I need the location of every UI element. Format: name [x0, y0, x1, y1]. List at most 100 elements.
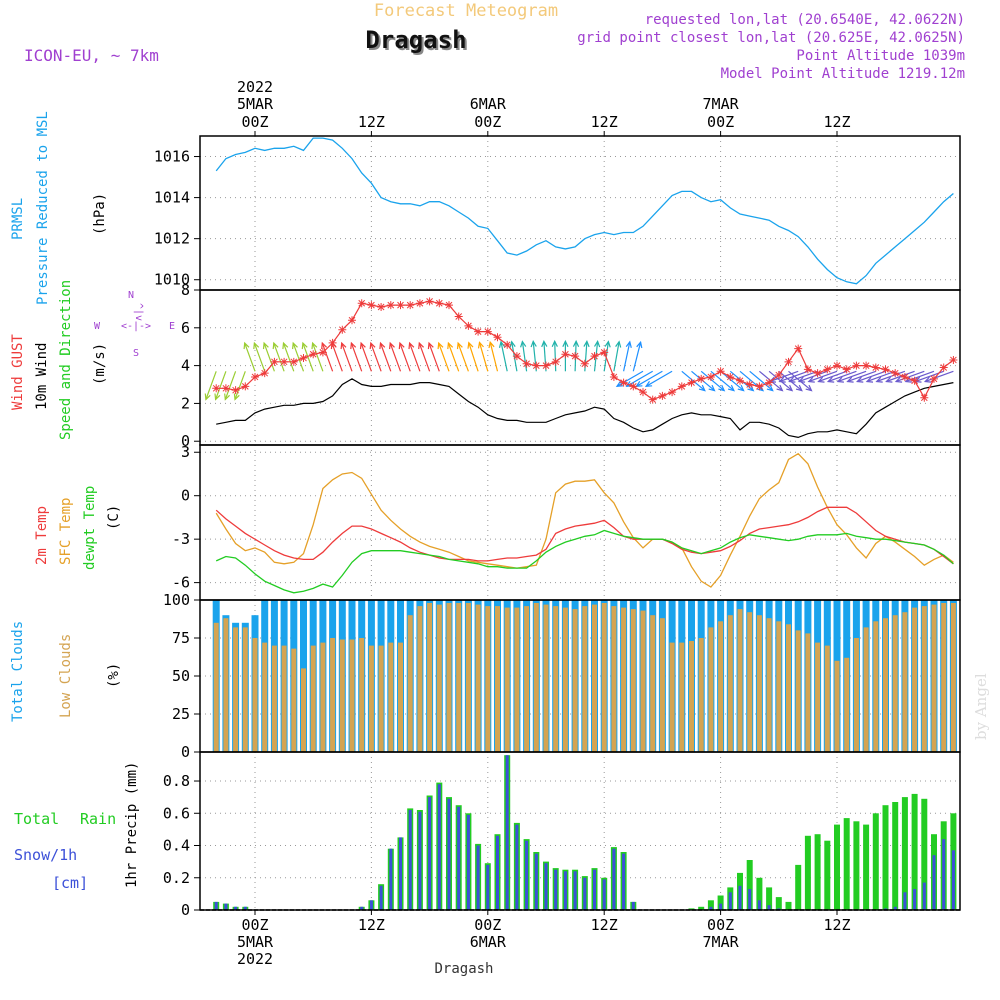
wind-arrow-head — [398, 341, 405, 350]
low-cloud-bar — [931, 604, 937, 752]
wind-arrow-head — [520, 340, 527, 348]
gust-marker — [357, 299, 366, 308]
gust-marker — [396, 301, 405, 310]
wind-arrow — [720, 370, 744, 392]
wind-arrow-head — [456, 341, 463, 350]
low-cloud-bar — [281, 645, 287, 752]
wind-arrow — [331, 342, 343, 372]
compass-v: ^|v — [133, 303, 144, 321]
low-cloud-bar — [330, 638, 336, 752]
snow-bar — [360, 906, 364, 910]
y-tick-label: 0 — [181, 432, 190, 450]
rain-bar — [863, 824, 870, 910]
clouds-label-a: Total Clouds — [10, 621, 26, 722]
clouds-unit: (%) — [106, 663, 122, 688]
gust-marker — [668, 388, 677, 397]
gust-marker — [794, 344, 803, 353]
low-cloud-bar — [640, 610, 646, 752]
gust-marker — [270, 357, 279, 366]
low-cloud-bar — [553, 606, 559, 752]
wind-label-b: 10m Wind — [34, 343, 50, 410]
wind-arrow-head — [776, 384, 784, 392]
low-cloud-bar — [446, 603, 452, 752]
low-cloud-bar — [766, 618, 772, 752]
gust-marker — [852, 361, 861, 370]
wind-arrow-head — [894, 376, 903, 383]
pressure-label-b: Pressure Reduced to MSL — [35, 111, 51, 305]
wind-arrow-head — [805, 384, 813, 392]
snow-bar — [913, 889, 917, 910]
gust-marker — [318, 348, 327, 357]
wind-arrow-head — [233, 393, 240, 401]
snow-bar — [369, 900, 373, 910]
snow-bar — [428, 797, 432, 910]
forecast-title: Forecast Meteogram — [374, 1, 558, 21]
wind-arrow-head — [718, 384, 726, 392]
gust-marker — [386, 301, 395, 310]
wind-arrow-head — [321, 341, 328, 350]
precip-unit: 1hr Precip (mm) — [124, 762, 140, 888]
gust-marker — [920, 393, 929, 402]
temp-label-c: dewpt Temp — [82, 486, 98, 570]
point-altitude: Point Altitude 1039m — [796, 48, 965, 64]
wind-arrow — [857, 370, 886, 383]
wind-unit: (m/s) — [92, 343, 108, 385]
snow-bar — [525, 840, 529, 910]
precip-label-d: [cm] — [52, 874, 88, 892]
wind-arrow-head — [795, 384, 803, 392]
wind-label-a: Wind GUST — [10, 334, 26, 410]
precip-label-c: Snow/1h — [14, 846, 77, 864]
precip-label-b: Rain — [80, 810, 116, 828]
low-cloud-bar — [902, 612, 908, 752]
wind-arrow-head — [551, 339, 558, 348]
low-cloud-bar — [834, 660, 840, 752]
gust-marker — [639, 388, 647, 397]
wind-arrow — [292, 342, 305, 372]
x-date-label: 5MAR — [237, 95, 274, 113]
gust-marker — [891, 369, 900, 378]
rain-bar — [834, 824, 840, 910]
gust-marker — [716, 367, 725, 376]
low-cloud-bar — [252, 638, 258, 752]
snow-bar — [757, 900, 761, 910]
snow-bar — [622, 853, 626, 910]
snow-bar — [544, 863, 548, 910]
wind-arrow-head — [488, 340, 495, 349]
low-cloud-bar — [844, 657, 850, 752]
rain-bar — [814, 834, 821, 910]
y-tick-label: 0.2 — [163, 869, 190, 887]
wind-arrow — [876, 370, 906, 383]
x-hour-label: 00Z — [707, 113, 734, 131]
gust-marker — [221, 384, 230, 393]
y-tick-label: 1010 — [154, 271, 190, 289]
x-date-label: 6MAR — [470, 95, 507, 113]
low-cloud-bar — [708, 627, 714, 752]
low-cloud-bar — [436, 604, 442, 752]
gust-marker — [338, 325, 347, 334]
wind-arrow — [350, 342, 363, 372]
wind-arrow — [500, 341, 508, 372]
snow-bar — [932, 855, 936, 910]
wind-arrow-head — [437, 341, 444, 350]
gust-marker — [260, 369, 269, 378]
x-hour-label: 00Z — [241, 113, 268, 131]
gust-marker — [833, 361, 841, 370]
low-cloud-bar — [853, 638, 859, 752]
y-tick-label: 1012 — [154, 230, 190, 248]
data-layer — [200, 137, 960, 911]
wind-arrow — [360, 342, 372, 372]
gust-marker — [609, 372, 618, 381]
wind-arrow-head — [615, 340, 622, 348]
low-cloud-bar — [233, 627, 239, 752]
x-date-label: 7MAR — [703, 933, 740, 951]
snow-bar — [389, 848, 393, 910]
wind-arrow — [379, 342, 392, 372]
pressure-unit: (hPa) — [92, 193, 108, 235]
pressure-line — [215, 137, 954, 285]
low-cloud-bar — [873, 621, 879, 752]
snow-bar — [515, 824, 519, 910]
low-cloud-bar — [213, 622, 219, 752]
y-tick-label: -3 — [172, 530, 190, 548]
gust-marker — [454, 312, 463, 321]
wind-arrow — [312, 342, 324, 372]
